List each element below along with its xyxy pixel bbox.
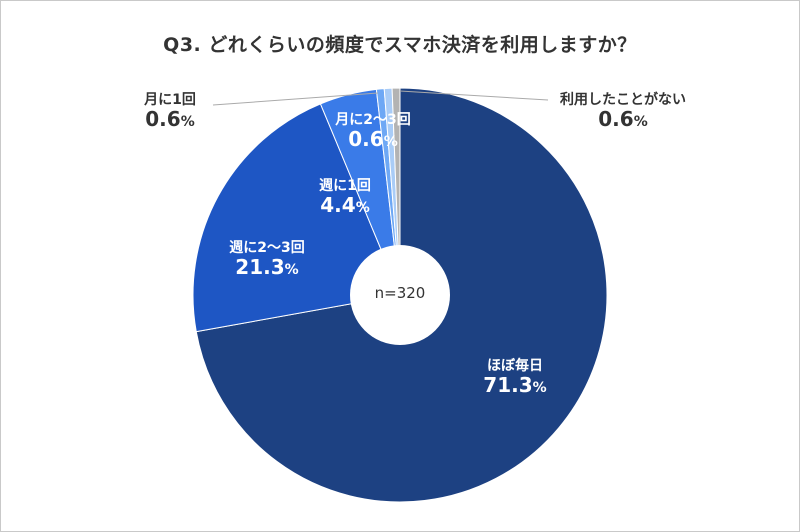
slice-category: 月に1回 xyxy=(144,92,196,108)
slice-value: 0.6% xyxy=(348,127,398,152)
sample-size-label: n=320 xyxy=(374,284,426,302)
donut-hole xyxy=(350,245,450,345)
leader-line-never-used xyxy=(399,90,549,101)
chart-title: Q3. どれくらいの頻度でスマホ決済を利用しますか？ xyxy=(163,34,637,56)
slice-value: 21.3% xyxy=(235,255,299,280)
slice-value: 0.6% xyxy=(145,107,195,132)
slice-category: 週に1回 xyxy=(319,178,371,194)
slice-category: 利用したことがない xyxy=(560,92,686,108)
slice-category: ほぼ毎日 xyxy=(487,358,543,374)
slice-label-weekly-once: 週に1回 4.4% xyxy=(300,178,390,217)
slice-value: 0.6% xyxy=(598,107,648,132)
slice-category: 月に2〜3回 xyxy=(335,112,411,128)
slice-label-daily: ほぼ毎日 71.3% xyxy=(455,358,575,397)
slice-label-weekly-2-3: 週に2〜3回 21.3% xyxy=(212,240,322,279)
slice-label-never-used: 利用したことがない 0.6% xyxy=(548,92,698,131)
pie-slice-1 xyxy=(192,103,401,333)
leader-line-monthly-once xyxy=(212,92,379,106)
slice-value: 71.3% xyxy=(483,373,547,398)
slice-category: 週に2〜3回 xyxy=(229,240,305,256)
pie-slice-5 xyxy=(391,87,401,296)
slice-label-monthly-2-3: 月に2〜3回 0.6% xyxy=(318,112,428,151)
slice-label-monthly-once: 月に1回 0.6% xyxy=(130,92,210,131)
slice-value: 4.4% xyxy=(320,193,370,218)
